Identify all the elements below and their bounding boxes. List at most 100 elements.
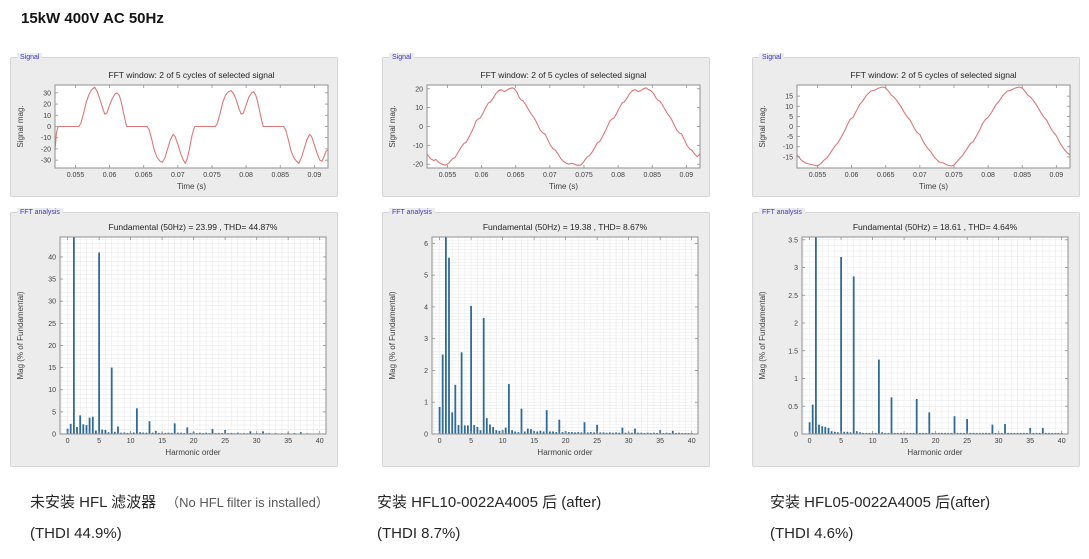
svg-text:-10: -10 (413, 143, 423, 150)
svg-text:Signal mag.: Signal mag. (16, 105, 25, 147)
svg-text:0.09: 0.09 (1050, 172, 1064, 179)
svg-text:-20: -20 (413, 162, 423, 169)
svg-text:0.075: 0.075 (575, 172, 593, 179)
svg-text:35: 35 (1026, 438, 1034, 445)
svg-text:3: 3 (794, 265, 798, 272)
svg-text:0.075: 0.075 (945, 172, 963, 179)
svg-text:0.085: 0.085 (271, 172, 289, 179)
fft-chart-3: 0 5 10 15 20 25 30 35 40 0 0.5 1 1.5 2 2.5 3 3.5 Fundamen… (758, 222, 1069, 457)
signal-chart-2: 0.055 0.06 0.065 0.07 0.075 0.08 0.085 0.09 -20 -… (388, 70, 701, 191)
svg-text:0.06: 0.06 (475, 172, 489, 179)
svg-text:Fundamental (50Hz) = 19.38 , T: Fundamental (50Hz) = 19.38 , THD= 8.67% (483, 222, 648, 232)
caption-main: 安装 HFL05-0022A4005 后(after) (770, 494, 991, 511)
svg-text:-10: -10 (783, 144, 793, 151)
svg-text:20: 20 (43, 102, 51, 109)
svg-text:40: 40 (688, 438, 696, 445)
svg-text:15: 15 (158, 438, 166, 445)
svg-text:20: 20 (932, 438, 940, 445)
svg-text:25: 25 (963, 438, 971, 445)
svg-text:0: 0 (808, 438, 812, 445)
svg-text:-30: -30 (41, 158, 51, 165)
svg-text:0: 0 (794, 432, 798, 439)
svg-text:Mag (% of Fundamental): Mag (% of Fundamental) (388, 291, 397, 379)
svg-text:0.055: 0.055 (439, 172, 457, 179)
signal-panel-label: Signal (17, 53, 43, 62)
svg-text:Harmonic order: Harmonic order (165, 448, 220, 457)
caption-thdi-3: (THDI 4.6%) (770, 525, 854, 542)
fft-panel-3: FFT analysis 0 5 10 15 20 25 30 35 40 0 0.5 1 1.5 2 2.… (752, 208, 1080, 467)
svg-text:15: 15 (48, 365, 56, 372)
svg-text:0.5: 0.5 (788, 404, 798, 411)
svg-text:10: 10 (48, 387, 56, 394)
fft-panel-label: FFT analysis (759, 208, 805, 217)
svg-text:20: 20 (415, 86, 423, 93)
svg-text:5: 5 (424, 273, 428, 280)
svg-text:0.08: 0.08 (981, 172, 995, 179)
svg-text:0.09: 0.09 (680, 172, 694, 179)
svg-text:0: 0 (424, 432, 428, 439)
svg-text:30: 30 (253, 438, 261, 445)
svg-text:25: 25 (48, 321, 56, 328)
svg-text:10: 10 (415, 105, 423, 112)
svg-text:20: 20 (190, 438, 198, 445)
svg-text:Time (s): Time (s) (177, 182, 206, 191)
svg-text:0.065: 0.065 (507, 172, 525, 179)
svg-text:35: 35 (656, 438, 664, 445)
svg-text:-15: -15 (783, 154, 793, 161)
svg-text:35: 35 (48, 277, 56, 284)
svg-text:2.5: 2.5 (788, 293, 798, 300)
svg-text:15: 15 (530, 438, 538, 445)
svg-text:0: 0 (438, 438, 442, 445)
fft-panel-label: FFT analysis (389, 208, 435, 217)
signal-panel-label: Signal (389, 53, 415, 62)
svg-text:FFT window: 2 of 5 cycles of s: FFT window: 2 of 5 cycles of selected si… (108, 70, 274, 80)
svg-text:FFT window: 2 of 5 cycles of s: FFT window: 2 of 5 cycles of selected si… (850, 70, 1016, 80)
svg-text:Mag (% of Fundamental): Mag (% of Fundamental) (16, 291, 25, 379)
svg-text:Fundamental (50Hz) = 18.61 , T: Fundamental (50Hz) = 18.61 , THD= 4.64% (853, 222, 1018, 232)
svg-text:0.065: 0.065 (135, 172, 153, 179)
svg-text:20: 20 (562, 438, 570, 445)
fft-panel-1: FFT analysis 0 5 10 15 20 25 30 35 40 0 5 10 15 20 25 3… (10, 208, 338, 467)
svg-text:5: 5 (789, 114, 793, 121)
svg-text:-5: -5 (787, 134, 793, 141)
svg-text:Time (s): Time (s) (549, 182, 578, 191)
signal-panel-3: Signal 0.055 0.06 0.065 0.07 0.075 0.08 0.085 0… (752, 53, 1080, 197)
svg-text:Signal mag.: Signal mag. (758, 105, 767, 147)
fft-chart-2: 0 5 10 15 20 25 30 35 40 0 1 2 3 4 5 6 Fundamental (50Hz… (388, 222, 699, 457)
svg-text:0.08: 0.08 (239, 172, 253, 179)
svg-text:0.085: 0.085 (1013, 172, 1031, 179)
svg-text:30: 30 (995, 438, 1003, 445)
svg-text:40: 40 (316, 438, 324, 445)
svg-text:30: 30 (48, 299, 56, 306)
svg-text:0.07: 0.07 (913, 172, 927, 179)
svg-text:0.07: 0.07 (543, 172, 557, 179)
svg-text:0.055: 0.055 (809, 172, 827, 179)
svg-text:0: 0 (789, 124, 793, 131)
svg-text:25: 25 (221, 438, 229, 445)
svg-text:3.5: 3.5 (788, 237, 798, 244)
caption-hfl10: 安装 HFL10-0022A4005 后 (after) (377, 491, 601, 512)
svg-text:5: 5 (839, 438, 843, 445)
signal-panel-label: Signal (759, 53, 785, 62)
svg-text:0.06: 0.06 (845, 172, 859, 179)
svg-text:0.055: 0.055 (67, 172, 85, 179)
svg-text:5: 5 (52, 409, 56, 416)
svg-text:2: 2 (794, 321, 798, 328)
column-hfl10: Signal 0.055 0.06 0.065 0.07 0.075 0.08 0.085 0… (382, 53, 710, 467)
svg-text:-10: -10 (41, 135, 51, 142)
svg-text:40: 40 (48, 254, 56, 261)
svg-text:0: 0 (47, 124, 51, 131)
svg-text:20: 20 (48, 343, 56, 350)
svg-text:Fundamental (50Hz) = 23.99 , T: Fundamental (50Hz) = 23.99 , THD= 44.87% (109, 222, 278, 232)
caption-main: 未安装 HFL 滤波器 (30, 494, 157, 511)
svg-text:0.07: 0.07 (171, 172, 185, 179)
signal-chart-1: 0.055 0.06 0.065 0.07 0.075 0.08 0.085 0.09 -30 -… (16, 70, 329, 191)
svg-text:10: 10 (499, 438, 507, 445)
page-title: 15kW 400V AC 50Hz (21, 10, 164, 27)
svg-text:35: 35 (284, 438, 292, 445)
svg-text:5: 5 (469, 438, 473, 445)
signal-panel-2: Signal 0.055 0.06 0.065 0.07 0.075 0.08 0.085 0… (382, 53, 710, 197)
svg-text:30: 30 (43, 90, 51, 97)
svg-text:15: 15 (785, 94, 793, 101)
caption-hfl05: 安装 HFL05-0022A4005 后(after) (770, 491, 990, 512)
